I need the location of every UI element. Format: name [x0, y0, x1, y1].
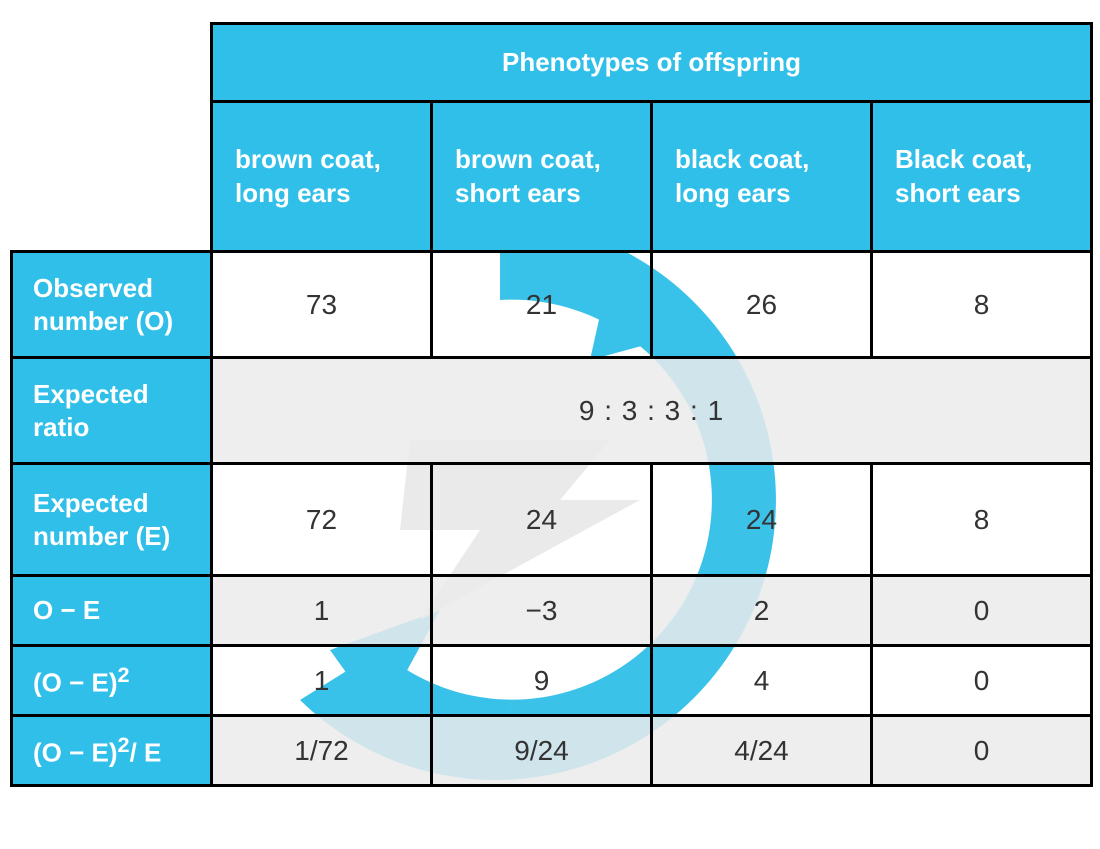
corner-blank	[12, 24, 212, 102]
row-header-4: (O − E)2	[12, 646, 212, 716]
col-header-0: brown coat, long ears	[212, 102, 432, 252]
cell-r0-c2: 26	[652, 252, 872, 358]
cell-r0-c0: 73	[212, 252, 432, 358]
cell-r2-c2: 24	[652, 464, 872, 576]
cell-r3-c3: 0	[872, 576, 1092, 646]
cell-r2-c3: 8	[872, 464, 1092, 576]
cell-r2-c1: 24	[432, 464, 652, 576]
cell-r4-c0: 1	[212, 646, 432, 716]
table-title: Phenotypes of offspring	[212, 24, 1092, 102]
cell-r0-c3: 8	[872, 252, 1092, 358]
cell-r4-c3: 0	[872, 646, 1092, 716]
cell-r3-c1: −3	[432, 576, 652, 646]
col-header-3: Black coat, short ears	[872, 102, 1092, 252]
cell-r5-c3: 0	[872, 716, 1092, 786]
chi-square-table: Phenotypes of offspring brown coat, long…	[10, 22, 1090, 787]
cell-r5-c1: 9/24	[432, 716, 652, 786]
cell-r5-c0: 1/72	[212, 716, 432, 786]
row-1-span: 9 : 3 : 3 : 1	[212, 358, 1092, 464]
col-header-1: brown coat, short ears	[432, 102, 652, 252]
corner-blank-2	[12, 102, 212, 252]
row-header-1: Expected ratio	[12, 358, 212, 464]
cell-r4-c1: 9	[432, 646, 652, 716]
col-header-2: black coat, long ears	[652, 102, 872, 252]
cell-r3-c2: 2	[652, 576, 872, 646]
cell-r4-c2: 4	[652, 646, 872, 716]
cell-r2-c0: 72	[212, 464, 432, 576]
row-header-2: Expected number (E)	[12, 464, 212, 576]
cell-r3-c0: 1	[212, 576, 432, 646]
cell-r5-c2: 4/24	[652, 716, 872, 786]
row-header-3: O − E	[12, 576, 212, 646]
row-header-5: (O − E)2/ E	[12, 716, 212, 786]
cell-r0-c1: 21	[432, 252, 652, 358]
row-header-0: Observed number (O)	[12, 252, 212, 358]
